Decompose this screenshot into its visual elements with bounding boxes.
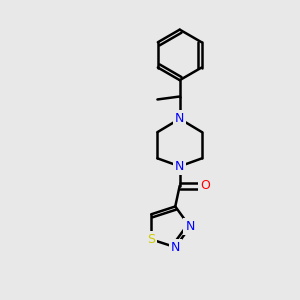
Text: N: N (185, 220, 195, 233)
Text: N: N (171, 241, 180, 254)
Text: S: S (147, 233, 155, 246)
Text: N: N (175, 160, 184, 173)
Text: O: O (200, 179, 210, 192)
Text: N: N (175, 112, 184, 125)
